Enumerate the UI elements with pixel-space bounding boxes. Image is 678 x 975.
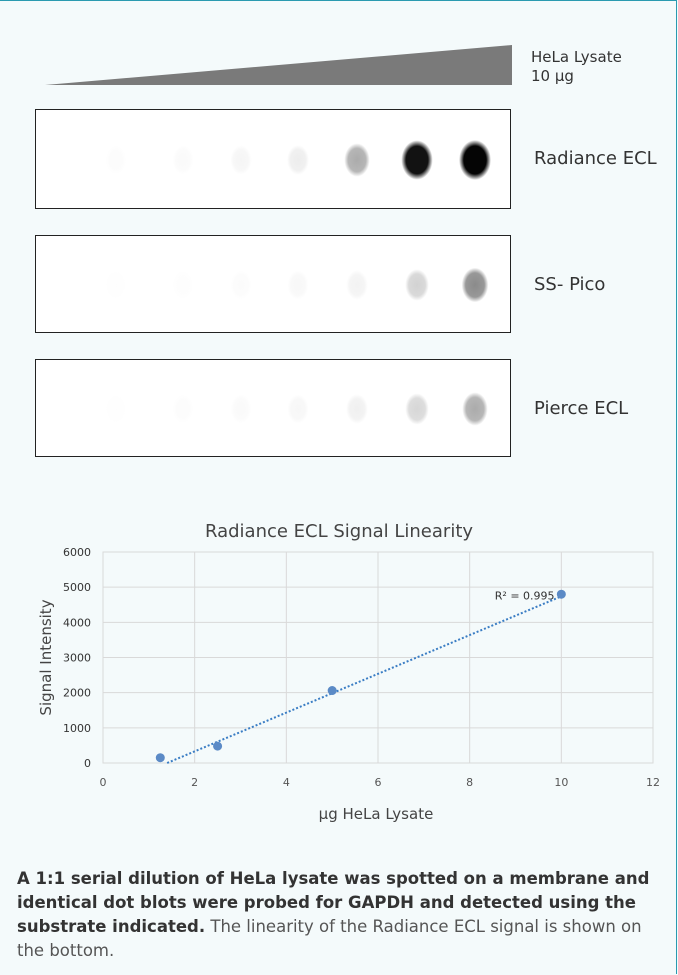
x-tick-label: 12 — [646, 776, 660, 789]
blot-label-sspico: SS- Pico — [534, 274, 606, 295]
linearity-chart: 0 1000 2000 3000 4000 5000 6000 0 2 4 6 8 10 12 µg HeL… — [37, 546, 660, 823]
y-tick-label: 6000 — [63, 546, 91, 559]
blot-label-radiance: Radiance ECL — [534, 148, 657, 169]
caption-normal: The linearity of the Radiance ECL signal… — [17, 917, 642, 960]
concentration-wedge — [45, 45, 512, 85]
x-tick-label: 4 — [283, 776, 290, 789]
blot-spot — [287, 394, 309, 424]
blot-panel-radiance — [35, 109, 511, 209]
blot-spot — [172, 270, 194, 300]
blot-spot — [462, 392, 488, 426]
blot-spot — [230, 145, 252, 175]
blot-spot — [230, 270, 252, 300]
data-point — [556, 589, 566, 599]
blot-spot — [105, 394, 127, 424]
blot-spot — [105, 270, 127, 300]
data-point — [155, 753, 165, 763]
blot-spot — [461, 267, 489, 303]
blot-spot — [344, 143, 370, 177]
blot-spot — [230, 394, 252, 424]
plot-area — [102, 551, 654, 764]
blot-panel-pierce — [35, 359, 511, 457]
blot-spot — [346, 270, 368, 300]
y-tick-label: 5000 — [63, 581, 91, 594]
blot-label-pierce: Pierce ECL — [534, 398, 629, 419]
x-tick-label: 0 — [100, 776, 107, 789]
blot-spot — [405, 393, 429, 425]
x-tick-label: 10 — [554, 776, 568, 789]
blot-spot — [401, 140, 433, 180]
data-point — [327, 686, 337, 696]
wedge-label: HeLa Lysate 10 µg — [531, 48, 671, 86]
blot-spot — [287, 270, 309, 300]
y-tick-label: 3000 — [63, 652, 91, 665]
y-tick-label: 4000 — [63, 616, 91, 629]
figure-caption: A 1:1 serial dilution of HeLa lysate was… — [17, 867, 667, 963]
blot-spot — [287, 145, 309, 175]
y-tick-label: 0 — [84, 757, 91, 770]
x-axis-label: µg HeLa Lysate — [319, 805, 434, 823]
x-tick-label: 8 — [466, 776, 473, 789]
y-axis-label: Signal Intensity — [37, 599, 55, 715]
blot-spot — [172, 145, 194, 175]
trendline — [166, 595, 562, 764]
blot-spot — [172, 394, 194, 424]
y-tick-label: 1000 — [63, 722, 91, 735]
blot-spot — [105, 145, 127, 175]
wedge-label-line2: 10 µg — [531, 67, 574, 85]
blot-spot — [346, 394, 368, 424]
chart-title: Radiance ECL Signal Linearity — [204, 521, 474, 542]
blot-spot — [405, 269, 429, 301]
blot-spot — [459, 140, 491, 180]
wedge-label-line1: HeLa Lysate — [531, 48, 622, 66]
caption-bold: A 1:1 serial dilution of HeLa lysate was… — [17, 869, 650, 936]
x-tick-label: 6 — [375, 776, 382, 789]
r-squared-label: R² = 0.995 — [495, 589, 555, 602]
x-tick-label: 2 — [191, 776, 198, 789]
blot-panel-sspico — [35, 235, 511, 333]
data-point — [213, 741, 223, 751]
y-tick-label: 2000 — [63, 687, 91, 700]
